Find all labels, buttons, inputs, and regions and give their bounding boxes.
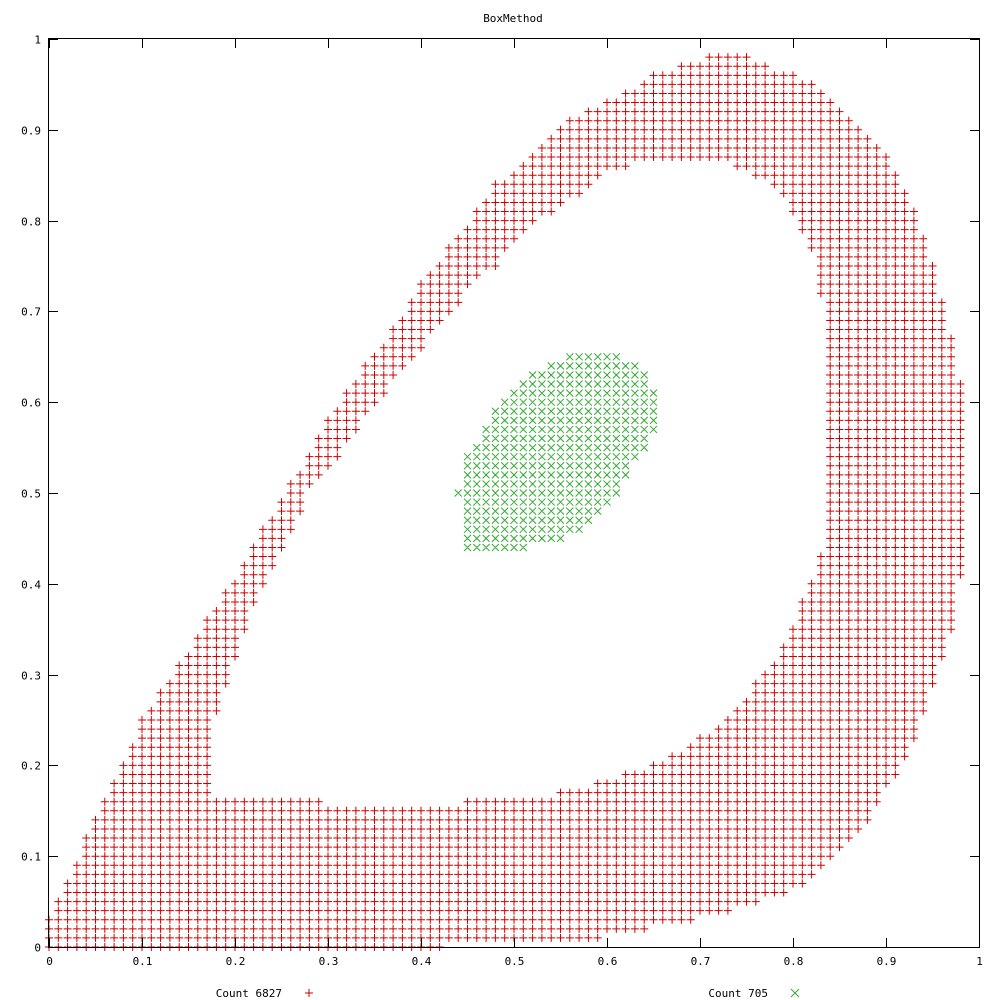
chart-axes: 0 0.1 0.2 0.3 0.4 0.5 0.6 0.7 0.8 0.9 1 0 0.1 0.2 0.3 0… — [21, 34, 983, 969]
legend-label: Count 705 — [708, 987, 768, 1000]
y-tick-label: 1 — [34, 34, 41, 47]
series-2 — [454, 352, 658, 552]
y-tick-label: 0.5 — [21, 488, 41, 501]
chart-plot-area — [45, 53, 965, 951]
y-tick-label: 0.4 — [21, 579, 41, 592]
x-tick-label: 0.8 — [784, 955, 804, 968]
legend-label: Count 6827 — [216, 987, 282, 1000]
x-tick-label: 0 — [46, 955, 53, 968]
chart-legend: Count 6827 Count 705 — [216, 987, 800, 1000]
x-tick-label: 0.5 — [505, 955, 525, 968]
y-tick-label: 0 — [34, 942, 41, 955]
x-tick-label: 0.3 — [319, 955, 339, 968]
y-tick-label: 0.9 — [21, 125, 41, 138]
x-tick-label: 0.2 — [226, 955, 246, 968]
y-tick-label: 0.6 — [21, 397, 41, 410]
y-tick-label: 0.8 — [21, 216, 41, 229]
x-tick-label: 0.9 — [877, 955, 897, 968]
legend-marker — [305, 989, 313, 997]
x-tick-label: 1 — [976, 955, 983, 968]
y-tick-label: 0.7 — [21, 306, 41, 319]
x-tick-label: 0.4 — [412, 955, 432, 968]
plot-frame — [48, 38, 980, 948]
legend-marker — [790, 988, 800, 998]
data-points — [454, 352, 658, 552]
chart-title: BoxMethod — [483, 12, 543, 25]
y-tick-label: 0.1 — [21, 851, 41, 864]
x-tick-label: 0.7 — [691, 955, 711, 968]
y-tick-label: 0.3 — [21, 670, 41, 683]
x-tick-label: 0.6 — [598, 955, 618, 968]
x-tick-label: 0.1 — [133, 955, 153, 968]
y-tick-label: 0.2 — [21, 760, 41, 773]
